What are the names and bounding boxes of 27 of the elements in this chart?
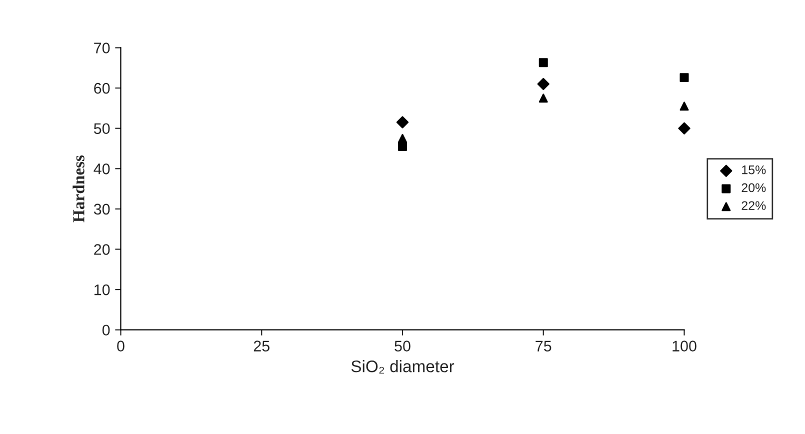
- point: [538, 94, 548, 103]
- point: [396, 116, 409, 128]
- x-tick-label: 100: [672, 340, 696, 352]
- point: [680, 73, 689, 82]
- y-tick-label: 70: [94, 42, 110, 54]
- x-tick-label: 0: [117, 340, 124, 352]
- point: [537, 78, 550, 90]
- y-axis-title: Hardness: [72, 155, 84, 222]
- y-tick-label: 60: [94, 82, 110, 94]
- point: [538, 58, 548, 68]
- point: [398, 134, 407, 143]
- x-tick-label: 50: [394, 340, 410, 352]
- y-tick-label: 10: [94, 284, 110, 296]
- x-axis-title: SiO₂ diameter: [351, 360, 454, 374]
- legend-label: 15%: [742, 165, 766, 174]
- x-tick-label: 75: [536, 340, 552, 352]
- y-tick-label: 0: [102, 324, 110, 336]
- y-tick-label: 50: [94, 123, 110, 134]
- y-tick-label: 30: [94, 204, 110, 215]
- x-tick-label: 25: [254, 340, 270, 352]
- y-tick-label: 20: [94, 244, 110, 255]
- point: [678, 122, 690, 134]
- legend-label: 20%: [742, 183, 766, 192]
- point: [398, 142, 407, 151]
- legend-label: 22%: [742, 201, 766, 210]
- point: [680, 102, 689, 111]
- y-tick-label: 40: [94, 164, 110, 174]
